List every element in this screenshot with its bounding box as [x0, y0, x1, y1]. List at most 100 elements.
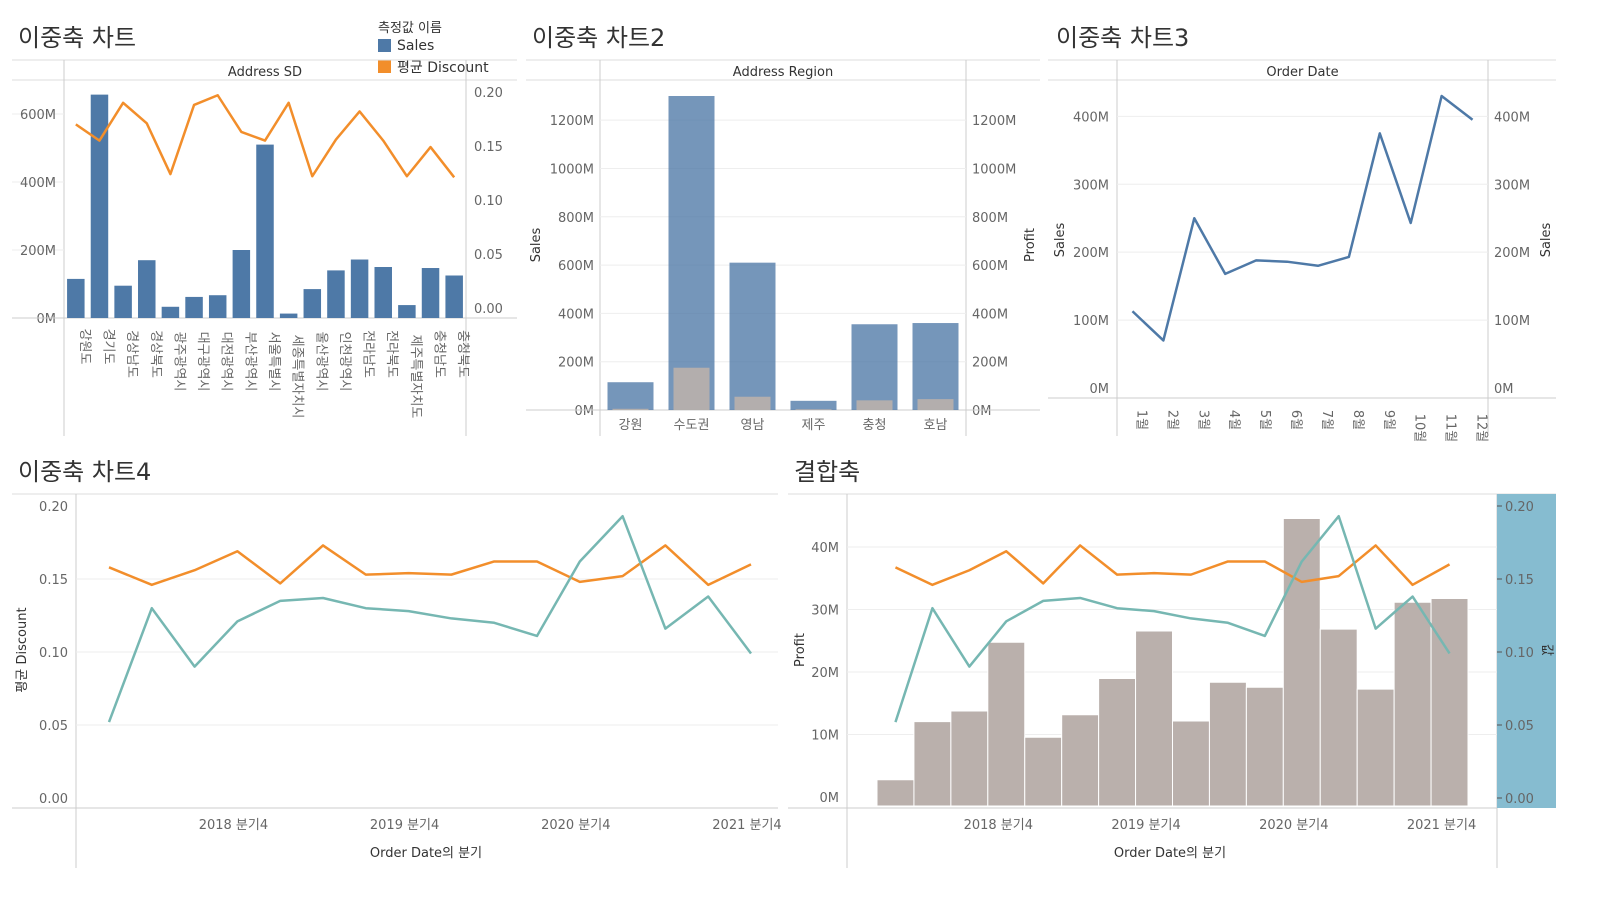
chart5-ylabel-left: Profit — [793, 633, 808, 667]
chart4-x-tick: 2018 분기4 — [199, 818, 268, 833]
chart5-profit-bar — [1061, 714, 1100, 807]
chart1-x-tick: 경기도 — [100, 329, 115, 365]
chart5-profit-bar — [1135, 630, 1173, 807]
chart3-x-tick: 4월 — [1226, 410, 1241, 430]
chart2-sales-bar — [790, 400, 837, 410]
chart5-profit-bar — [987, 641, 1026, 807]
chart5-left-tick: 20M — [811, 666, 839, 681]
chart3-x-tick: 9월 — [1381, 410, 1396, 430]
chart4-title: 이중축 차트4 — [18, 458, 152, 486]
chart2-sales-bar — [912, 323, 959, 410]
chart2-right-tick: 600M — [972, 259, 1008, 274]
chart2-sales-bar — [851, 324, 898, 410]
chart1-x-tick: 부산광역시 — [242, 332, 257, 392]
chart5-profit-bar — [1098, 678, 1137, 807]
chart3-ylabel-right: Sales — [1539, 222, 1554, 257]
chart5-left-tick: 10M — [811, 729, 839, 744]
chart1-x-tick: 전라남도 — [361, 330, 376, 378]
chart1-bar — [138, 260, 156, 318]
chart1-x-tick: 충청남도 — [432, 330, 447, 378]
chart4-line-0 — [108, 544, 752, 587]
chart2-left-tick: 1200M — [550, 114, 594, 129]
chart5-x-tick: 2020 분기4 — [1259, 818, 1328, 833]
chart2-profit-bar — [734, 396, 771, 410]
chart3-ylabel-left: Sales — [1053, 222, 1068, 257]
chart1-bar — [90, 94, 109, 319]
chart2-left-tick: 400M — [558, 307, 594, 322]
chart5-right-tick: 0.10 — [1505, 646, 1534, 661]
chart2-x-tick: 호남 — [924, 418, 948, 433]
chart5-right-tick: 0.00 — [1505, 792, 1534, 807]
chart1-x-tick: 세종특별자치시 — [290, 335, 305, 419]
chart2-right-tick: 400M — [972, 307, 1008, 322]
chart5-right-tick: 0.20 — [1505, 500, 1534, 515]
chart3-x-tick: 1월 — [1133, 410, 1148, 430]
chart1-x-tick: 전라북도 — [384, 330, 399, 378]
chart5-ylabel-right: 값 — [1539, 644, 1554, 656]
legend-title-text: 측정값 이름 — [378, 20, 442, 36]
chart1-x-tick: 광주광역시 — [171, 332, 186, 392]
chart5-profit-bar — [1393, 601, 1432, 807]
chart1-bar — [256, 144, 274, 318]
chart1-right-tick: 0.20 — [474, 86, 503, 101]
chart4-left-tick: 0.00 — [39, 792, 68, 807]
chart4-xlabel: Order Date의 분기 — [370, 846, 482, 861]
chart1-title: 이중축 차트 — [18, 24, 137, 52]
chart5-title: 결합축 — [794, 458, 861, 486]
chart1-x-tick: 강원도 — [77, 329, 92, 365]
chart4-x-tick: 2020 분기4 — [541, 818, 610, 833]
chart5-x-tick: 2021 분기4 — [1407, 818, 1476, 833]
chart3-header: Order Date — [1266, 65, 1338, 80]
chart2-right-tick: 0M — [972, 404, 992, 419]
chart3-right-tick: 300M — [1494, 178, 1530, 193]
chart5-profit-bar — [1208, 681, 1247, 807]
chart1-bar — [374, 267, 392, 318]
chart2-ylabel-right: Profit — [1023, 228, 1038, 262]
chart2-left-tick: 0M — [575, 404, 595, 419]
chart1-bar — [421, 268, 440, 318]
chart5-right-tick: 0.15 — [1505, 573, 1534, 588]
chart3-right-tick: 400M — [1494, 110, 1530, 125]
chart5-left-tick: 40M — [811, 541, 839, 556]
chart3-x-tick: 6월 — [1288, 410, 1303, 430]
chart5-profit-bar — [1172, 720, 1210, 807]
chart1-right-tick: 0.10 — [474, 194, 503, 209]
chart1-x-tick: 충청북도 — [455, 330, 470, 378]
chart2-profit-bar — [673, 367, 710, 410]
chart2-x-tick: 수도권 — [674, 418, 710, 433]
chart3-right-tick: 100M — [1494, 314, 1530, 329]
chart3-x-tick: 3월 — [1195, 410, 1210, 430]
chart1-right-tick: 0.15 — [474, 140, 503, 155]
chart1-left-tick: 600M — [20, 108, 56, 123]
chart1-bar — [161, 306, 180, 318]
chart3-right-tick: 200M — [1494, 246, 1530, 261]
chart3-title: 이중축 차트3 — [1056, 24, 1190, 52]
chart2-left-tick: 200M — [558, 356, 594, 371]
chart1-right-tick: 0.00 — [474, 302, 503, 317]
chart5-x-tick: 2018 분기4 — [964, 818, 1033, 833]
chart2-right-tick: 1000M — [972, 162, 1016, 177]
chart1-bar — [445, 275, 463, 318]
chart2-x-tick: 강원 — [619, 418, 643, 433]
chart5-profit-bar — [1319, 628, 1358, 807]
legend-title: 측정값 이름 — [378, 17, 489, 36]
chart2-profit-bar — [856, 400, 893, 410]
chart2-ylabel-left: Sales — [529, 227, 544, 262]
chart5-profit-bar — [876, 779, 915, 807]
chart1-discount-line — [75, 93, 456, 179]
chart2-profit-bar — [795, 409, 832, 410]
chart5-x-tick: 2019 분기4 — [1111, 818, 1180, 833]
chart3-left-tick: 100M — [1073, 314, 1109, 329]
legend-swatch-discount — [378, 60, 391, 73]
chart5-right-tick: 0.05 — [1505, 719, 1534, 734]
chart4-left-tick: 0.20 — [39, 500, 68, 515]
legend-item-sales[interactable]: Sales — [378, 35, 489, 56]
chart5-profit-bar — [913, 721, 952, 807]
chart2-x-tick: 영남 — [741, 418, 765, 433]
chart1-bar — [327, 270, 345, 318]
chart1-left-tick: 200M — [20, 244, 56, 259]
chart3-x-tick: 5월 — [1257, 410, 1272, 430]
chart5-line-1 — [894, 514, 1451, 723]
legend-label-sales: Sales — [397, 37, 435, 54]
chart3-sales-line — [1131, 94, 1474, 342]
